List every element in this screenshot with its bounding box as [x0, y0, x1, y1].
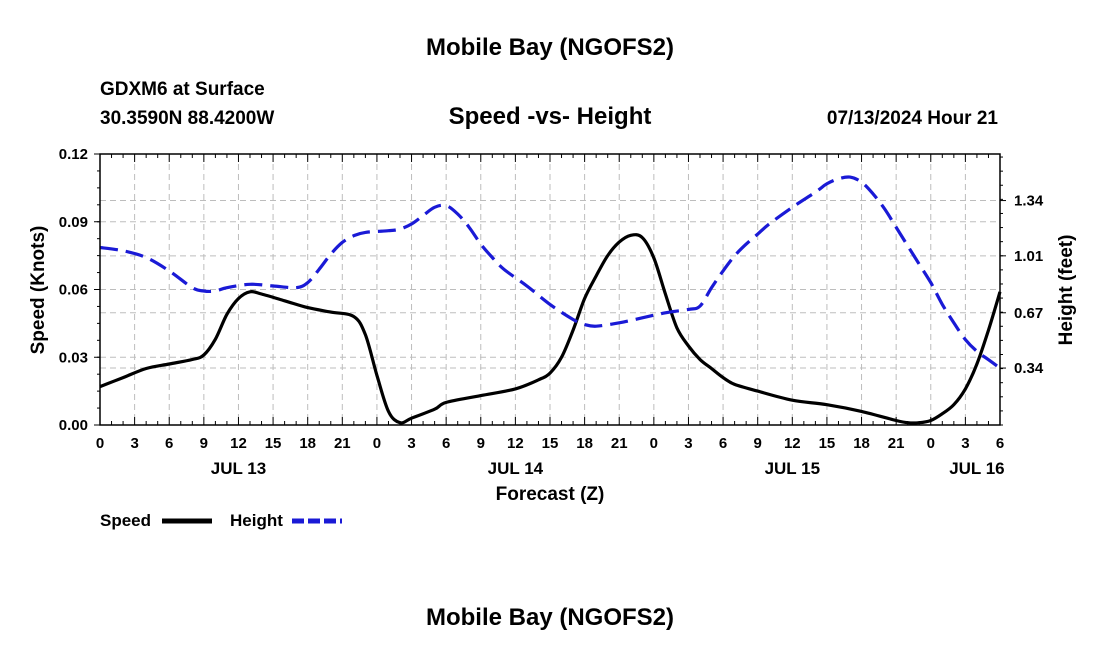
x-tick-label: 18 — [576, 435, 593, 452]
x-tick-label: 9 — [200, 435, 208, 452]
main-title: Mobile Bay (NGOFS2) — [426, 34, 674, 61]
y2-axis-title: Height (feet) — [1056, 235, 1077, 346]
chart-subtitle: Speed -vs- Height — [449, 103, 652, 130]
x-tick-label: 15 — [819, 435, 836, 452]
forecast-datetime: 07/13/2024 Hour 21 — [827, 108, 999, 129]
x-tick-label: 6 — [719, 435, 727, 452]
x-tick-label: 0 — [650, 435, 658, 452]
x-tick-label: 15 — [542, 435, 559, 452]
series-layer — [99, 175, 1002, 425]
x-tick-label: 21 — [611, 435, 628, 452]
height-series-line — [99, 175, 1001, 370]
x-tick-label: 9 — [477, 435, 485, 452]
station-coords: 30.3590N 88.4200W — [100, 108, 274, 129]
footer-title: Mobile Bay (NGOFS2) — [426, 604, 674, 631]
x-axis-title: Forecast (Z) — [496, 484, 605, 505]
legend-height-label: Height — [230, 511, 283, 530]
y-tick-label: 0.12 — [59, 146, 88, 163]
y-axis-title: Speed (Knots) — [28, 226, 49, 355]
x-tick-label: 15 — [265, 435, 282, 452]
y2-tick-label: 1.01 — [1014, 248, 1043, 265]
x-tick-label: 0 — [927, 435, 935, 452]
x-tick-label: 3 — [407, 435, 415, 452]
x-tick-label: 18 — [299, 435, 316, 452]
grid — [100, 154, 1000, 425]
x-tick-label: 12 — [230, 435, 247, 452]
speed-series-line — [99, 233, 1002, 425]
x-tick-label: 21 — [334, 435, 351, 452]
legend-speed-label: Speed — [100, 511, 151, 530]
x-day-label: JUL 13 — [211, 459, 266, 478]
y2-tick-label: 0.34 — [1014, 360, 1044, 377]
x-day-label: JUL 15 — [765, 459, 820, 478]
x-tick-label: 12 — [784, 435, 801, 452]
x-tick-label: 3 — [961, 435, 969, 452]
x-tick-label: 0 — [96, 435, 104, 452]
x-day-label: JUL 16 — [949, 459, 1004, 478]
y2-tick-label: 0.67 — [1014, 305, 1043, 322]
x-tick-label: 3 — [684, 435, 692, 452]
x-day-label: JUL 14 — [488, 459, 544, 478]
x-tick-label: 0 — [373, 435, 381, 452]
y-tick-label: 0.06 — [59, 282, 88, 299]
axes: 0 3 6 9 12 15 18 21 0 3 6 9 12 15 18 21 0 3 6 9 12 15 18 21 0 3 6 J… — [59, 146, 1044, 478]
x-tick-label: 3 — [130, 435, 138, 452]
x-tick-label: 18 — [853, 435, 870, 452]
y-tick-label: 0.03 — [59, 349, 88, 366]
x-tick-label: 9 — [754, 435, 762, 452]
legend: Speed Height — [100, 511, 342, 530]
y2-tick-label: 1.34 — [1014, 193, 1044, 210]
x-tick-label: 6 — [442, 435, 450, 452]
x-tick-label: 12 — [507, 435, 524, 452]
x-tick-label: 6 — [996, 435, 1004, 452]
y-tick-label: 0.09 — [59, 214, 88, 231]
x-tick-label: 6 — [165, 435, 173, 452]
x-tick-label: 21 — [888, 435, 905, 452]
y-tick-label: 0.00 — [59, 417, 88, 434]
station-label: GDXM6 at Surface — [100, 79, 265, 100]
